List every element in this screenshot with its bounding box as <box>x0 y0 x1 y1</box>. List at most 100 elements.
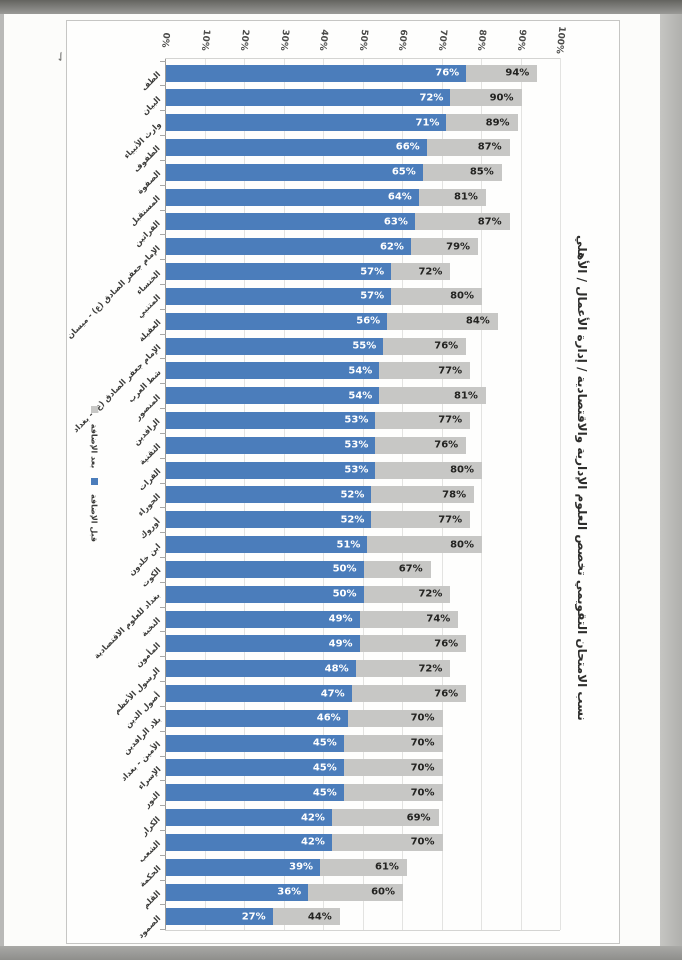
chart-title: نسب الامتحان التقويمي تخصص العلوم الإدار… <box>571 235 589 721</box>
value-label-after: 94% <box>505 67 530 79</box>
axis-tick <box>160 432 166 434</box>
axis-tick <box>160 705 166 707</box>
value-label-after: 76% <box>434 638 459 650</box>
value-label-after: 72% <box>418 266 443 278</box>
value-label-before: 53% <box>344 464 369 476</box>
bar-before <box>166 685 352 702</box>
bar-before <box>166 883 309 901</box>
value-label-after: 70% <box>410 762 435 774</box>
photo-edge-right <box>659 14 682 946</box>
axis-tick-label: 90% <box>514 28 527 52</box>
chart-page: ✓ 0% 10% 20% 30% 40% 50% 60% 70% 80% 90% 100% الطف… <box>4 14 660 946</box>
value-label-after: 89% <box>485 117 510 129</box>
axis-tick-label: 0% <box>159 31 171 49</box>
value-label-after: 77% <box>438 514 463 526</box>
value-label-after: 69% <box>406 812 431 824</box>
value-label-before: 39% <box>289 861 314 873</box>
axis-tick <box>160 358 166 360</box>
value-label-before: 36% <box>277 886 302 898</box>
bar-before <box>166 114 447 132</box>
value-label-after: 78% <box>442 489 467 501</box>
bar-before <box>166 709 348 727</box>
value-label-before: 62% <box>379 241 404 253</box>
value-label-before: 42% <box>300 836 325 848</box>
value-label-before: 76% <box>435 67 460 79</box>
value-label-after: 87% <box>477 216 502 228</box>
value-label-after: 72% <box>418 663 443 675</box>
value-label-before: 45% <box>312 737 337 749</box>
axis-tick <box>160 457 166 459</box>
value-label-after: 76% <box>434 688 459 699</box>
value-label-after: 70% <box>410 712 435 724</box>
value-label-before: 50% <box>332 588 357 600</box>
legend-swatch <box>90 406 98 413</box>
value-label-after: 70% <box>410 787 435 799</box>
axis-tick <box>160 532 166 534</box>
bar-before <box>166 560 364 578</box>
axis-tick-label: 50% <box>356 28 369 52</box>
gridline <box>481 58 482 930</box>
bar-before <box>166 610 360 628</box>
value-label-before: 50% <box>332 563 357 575</box>
value-label-before: 52% <box>340 489 365 501</box>
axis-tick <box>160 830 166 831</box>
axis-tick <box>160 135 166 137</box>
value-label-before: 64% <box>387 191 412 203</box>
axis-tick <box>160 581 166 583</box>
value-label-before: 63% <box>383 216 408 228</box>
axis-tick <box>160 780 166 782</box>
value-label-before: 46% <box>316 712 341 724</box>
bar-before <box>166 660 356 678</box>
value-label-before: 57% <box>360 290 385 302</box>
gridline <box>560 58 561 930</box>
bar-before <box>166 337 384 355</box>
legend-label: بعد الإضافة <box>89 423 99 469</box>
bar-before <box>166 759 344 777</box>
bar-before <box>166 511 372 529</box>
axis-tick <box>160 755 166 757</box>
bar-before <box>166 809 332 827</box>
axis-tick <box>160 929 166 931</box>
value-label-before: 47% <box>320 688 345 699</box>
axis-tick <box>160 681 166 683</box>
value-label-before: 53% <box>344 414 369 426</box>
axis-tick <box>160 656 166 658</box>
axis-tick <box>160 60 166 62</box>
axis-tick <box>160 383 166 385</box>
value-label-before: 66% <box>395 141 420 153</box>
bar-before <box>166 585 364 603</box>
legend-entry: قبل الإضافة <box>86 478 102 550</box>
axis-tick <box>160 209 166 211</box>
value-label-after: 44% <box>307 911 332 923</box>
axis-tick-label: 70% <box>435 28 448 52</box>
value-label-after: 76% <box>434 340 459 352</box>
value-label-after: 79% <box>446 241 471 253</box>
axis-tick <box>160 259 166 261</box>
axis-tick <box>160 184 166 186</box>
axis-tick-label: 10% <box>198 28 211 52</box>
axis-tick <box>160 879 166 881</box>
value-label-after: 70% <box>410 737 435 749</box>
value-label-after: 61% <box>375 861 399 873</box>
axis-tick <box>160 904 166 906</box>
value-label-before: 53% <box>344 439 369 451</box>
value-label-after: 80% <box>450 539 474 551</box>
value-label-after: 60% <box>371 886 395 898</box>
value-label-before: 71% <box>415 117 440 129</box>
value-label-after: 81% <box>454 191 478 203</box>
value-label-before: 42% <box>300 812 325 824</box>
axis-tick <box>160 85 166 87</box>
bar-before <box>166 138 427 156</box>
value-label-before: 57% <box>360 266 385 278</box>
photo-edge-top <box>0 0 682 14</box>
value-label-before: 45% <box>312 762 337 774</box>
bar-before <box>166 238 411 256</box>
axis-tick <box>160 631 166 633</box>
value-label-before: 49% <box>328 613 353 625</box>
bar-before <box>166 908 273 926</box>
value-label-after: 76% <box>434 439 459 451</box>
axis-tick <box>160 234 166 236</box>
chart-title-text: نسب الامتحان التقويمي تخصص العلوم الإدار… <box>575 235 589 721</box>
bar-before <box>166 858 321 876</box>
